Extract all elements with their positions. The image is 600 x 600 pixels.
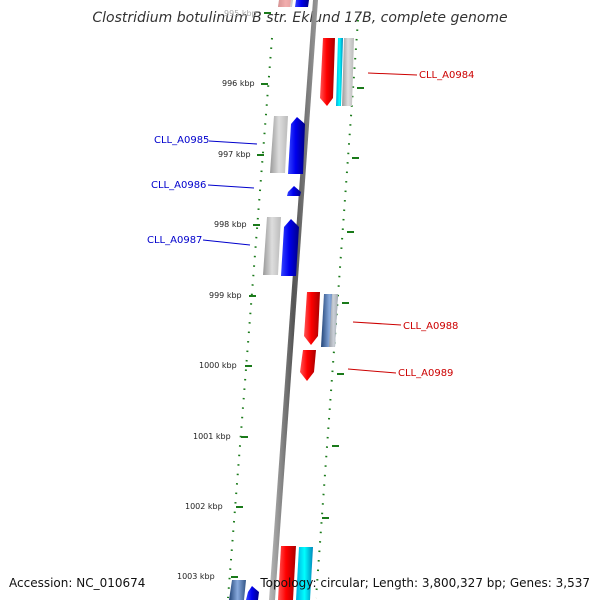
gene-label-cll-a0989[interactable]: CLL_A0989 bbox=[398, 368, 453, 379]
gene-label-cll-a0986[interactable]: CLL_A0986 bbox=[151, 180, 206, 191]
gene-cll-a0986[interactable] bbox=[287, 186, 301, 196]
gene-cll-a0987[interactable] bbox=[263, 217, 299, 276]
tick-marks bbox=[231, 12, 271, 578]
gene-cll-a0988[interactable] bbox=[304, 292, 338, 347]
tick-label: 1000 kbp bbox=[199, 361, 237, 370]
leader-line bbox=[207, 184, 255, 189]
genome-summary: Topology: circular; Length: 3,800,327 bp… bbox=[260, 576, 590, 590]
inner-tick-marks bbox=[322, 87, 364, 519]
leader-line bbox=[352, 321, 402, 326]
leader-line bbox=[202, 239, 251, 246]
gene-bottom-group[interactable] bbox=[278, 546, 313, 600]
tick-label: 996 kbp bbox=[222, 79, 255, 88]
tick-label: 995 kbp bbox=[224, 9, 257, 18]
gene-cll-a0984[interactable] bbox=[320, 38, 354, 106]
gene-label-cll-a0985[interactable]: CLL_A0985 bbox=[154, 135, 209, 146]
tick-label: 998 kbp bbox=[214, 220, 247, 229]
gene-label-cll-a0987[interactable]: CLL_A0987 bbox=[147, 235, 202, 246]
tick-label: 999 kbp bbox=[209, 291, 242, 300]
tick-label: 1002 kbp bbox=[185, 502, 223, 511]
gene-label-cll-a0984[interactable]: CLL_A0984 bbox=[419, 70, 474, 81]
tick-label: 1003 kbp bbox=[177, 572, 215, 581]
gene-partial-top-grey[interactable] bbox=[278, 0, 293, 7]
gene-cll-a0989[interactable] bbox=[300, 350, 316, 381]
gene-bottom-forward[interactable] bbox=[229, 580, 259, 600]
accession-text: Accession: NC_010674 bbox=[9, 576, 146, 590]
gene-cll-a0985[interactable] bbox=[270, 116, 305, 174]
leader-line bbox=[208, 140, 258, 145]
tick-label: 1001 kbp bbox=[193, 432, 231, 441]
leader-line bbox=[347, 368, 397, 374]
leader-line bbox=[367, 72, 418, 76]
tick-label: 997 kbp bbox=[218, 150, 251, 159]
gene-label-cll-a0988[interactable]: CLL_A0988 bbox=[403, 321, 458, 332]
gene-partial-top-blue[interactable] bbox=[295, 0, 309, 7]
page-title: Clostridium botulinum B str. Eklund 17B,… bbox=[92, 10, 508, 26]
genome-backbone bbox=[269, 0, 318, 600]
outer-scale-track bbox=[227, 37, 273, 599]
